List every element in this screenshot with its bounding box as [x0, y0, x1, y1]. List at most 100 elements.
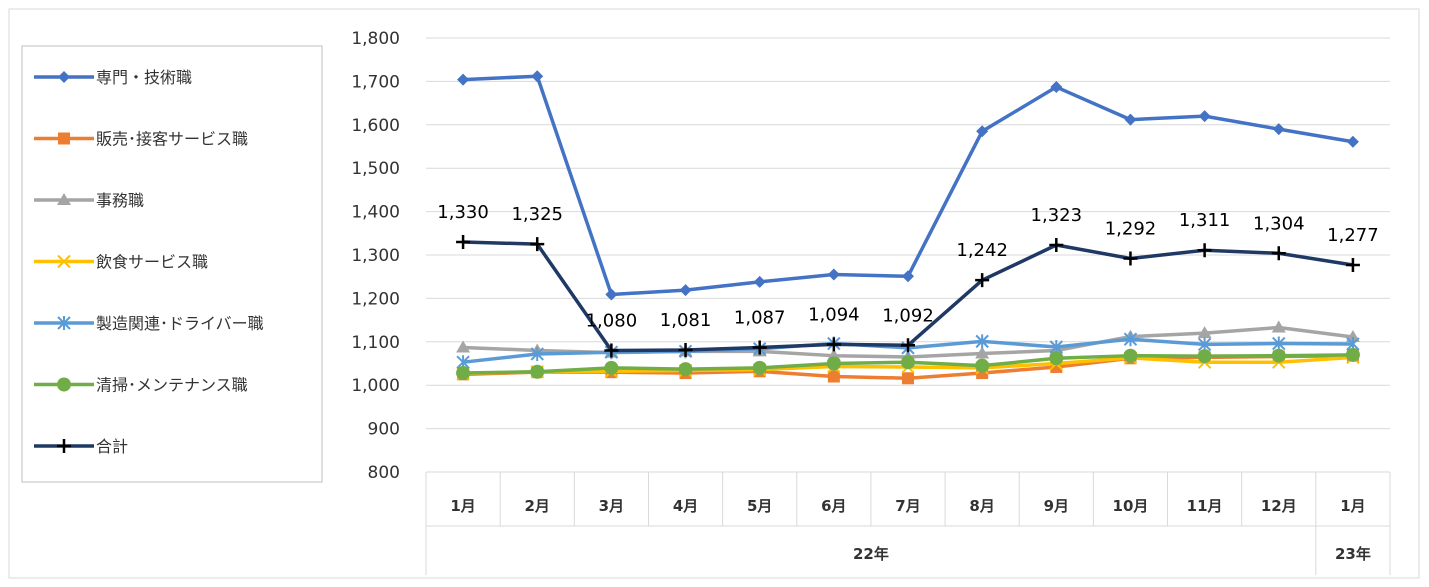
y-tick-label: 1,100 [351, 333, 400, 353]
data-label: 1,092 [882, 305, 934, 326]
x-tick-label: 10月 [1113, 497, 1149, 515]
x-tick-label: 9月 [1044, 497, 1069, 515]
data-label: 1,087 [734, 307, 786, 328]
x-group-label: 22年 [853, 545, 889, 563]
x-tick-label: 2月 [525, 497, 550, 515]
data-labels: 1,330 1,325 1,080 1,081 1,087 1,094 1,092 1,242… [437, 202, 1378, 332]
marker-circle [1271, 348, 1286, 363]
legend-box [21, 45, 323, 483]
marker-star [1272, 336, 1286, 351]
data-label: 1,080 [586, 310, 638, 331]
marker-circle [57, 377, 71, 392]
data-label: 1,292 [1105, 218, 1157, 239]
marker-circle [604, 360, 619, 375]
marker-square [902, 372, 914, 385]
marker-star [975, 334, 989, 349]
legend-label: 飲食サービス職 [96, 253, 208, 272]
y-tick-label: 900 [368, 420, 400, 440]
marker-diamond [827, 268, 840, 281]
marker-square [58, 132, 70, 145]
marker-plus [678, 343, 693, 358]
series-lines [456, 70, 1360, 385]
y-tick-label: 1,800 [351, 29, 400, 49]
x-group-label: 23年 [1335, 545, 1371, 563]
marker-diamond [531, 70, 544, 83]
marker-plus [975, 273, 990, 288]
x-tick-label: 3月 [599, 497, 624, 515]
x-tick-label: 4月 [673, 497, 698, 515]
marker-circle [1345, 347, 1360, 362]
x-tick-label: 1月 [1340, 497, 1365, 515]
legend: 専門・技術職販売･接客サービス職事務職飲食サービス職製造関連･ドライバー職清掃･… [21, 45, 323, 483]
marker-plus [752, 340, 767, 355]
marker-diamond [1124, 113, 1137, 126]
data-label: 1,304 [1253, 213, 1305, 234]
marker-plus [1271, 246, 1286, 261]
marker-diamond [58, 71, 70, 83]
marker-circle [1123, 348, 1138, 363]
marker-plus [456, 234, 471, 249]
marker-square [827, 370, 840, 383]
y-tick-label: 800 [368, 463, 400, 483]
marker-plus [901, 338, 915, 353]
marker-circle [1197, 349, 1212, 364]
legend-item: 販売･接客サービス職 [34, 130, 248, 149]
y-tick-label: 1,600 [351, 116, 400, 136]
y-tick-label: 1,400 [351, 203, 400, 223]
marker-triangle [1345, 330, 1360, 343]
marker-star [1123, 332, 1138, 347]
data-label: 1,277 [1327, 225, 1379, 246]
legend-item: 製造関連･ドライバー職 [34, 314, 264, 333]
marker-circle [901, 355, 915, 370]
legend-label: 清掃･メンテナンス職 [96, 376, 248, 395]
marker-diamond [753, 275, 766, 288]
series-0 [457, 70, 1359, 301]
marker-triangle [975, 346, 990, 359]
x-axis: 1月 2月 3月 4月 5月 6月 7月 8月 9月 10月 11月 12月 1月 22年 23年 [425, 472, 1391, 575]
marker-triangle [1271, 320, 1286, 333]
marker-circle [752, 360, 767, 375]
legend-item: 飲食サービス職 [34, 253, 208, 272]
marker-star [530, 346, 544, 361]
marker-circle [456, 366, 471, 381]
data-label: 1,323 [1031, 205, 1083, 226]
marker-plus [1197, 243, 1212, 258]
y-tick-label: 1,200 [351, 289, 400, 309]
marker-plus [530, 237, 545, 252]
x-tick-label: 5月 [747, 497, 772, 515]
marker-diamond [1050, 81, 1063, 94]
marker-diamond [1272, 123, 1285, 136]
marker-plus [1345, 257, 1360, 272]
marker-diamond [1198, 110, 1211, 123]
marker-plus [604, 343, 619, 358]
marker-circle [530, 364, 545, 379]
y-tick-label: 1,000 [351, 376, 400, 396]
marker-plus [1049, 238, 1064, 253]
data-label: 1,094 [808, 304, 860, 325]
legend-item: 合計 [34, 437, 128, 456]
legend-label: 製造関連･ドライバー職 [96, 314, 264, 333]
y-tick-label: 1,500 [351, 159, 400, 179]
series-6 [456, 234, 1360, 358]
x-tick-label: 7月 [895, 497, 920, 515]
data-label: 1,330 [437, 202, 489, 223]
x-tick-label: 12月 [1261, 497, 1297, 515]
marker-triangle [57, 193, 71, 205]
legend-item: 清掃･メンテナンス職 [34, 376, 248, 395]
legend-item: 専門・技術職 [34, 68, 192, 87]
y-tick-label: 1,700 [351, 72, 400, 92]
legend-label: 販売･接客サービス職 [96, 130, 248, 149]
marker-star [1197, 337, 1212, 352]
marker-diamond [605, 288, 618, 301]
data-label: 1,311 [1179, 210, 1231, 231]
marker-x [57, 254, 71, 269]
marker-circle [826, 356, 841, 371]
x-tick-label: 11月 [1187, 497, 1223, 515]
legend-label: 事務職 [96, 191, 144, 210]
gridlines [426, 37, 1390, 473]
legend-label: 合計 [96, 437, 128, 456]
legend-label: 専門・技術職 [96, 68, 192, 87]
marker-star [57, 316, 71, 330]
marker-triangle [456, 340, 471, 353]
x-tick-label: 8月 [969, 497, 994, 515]
